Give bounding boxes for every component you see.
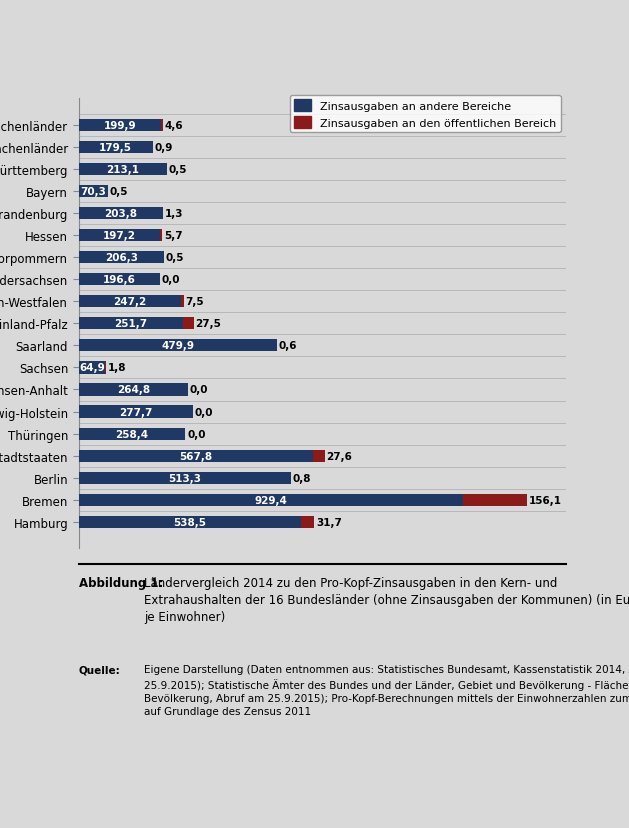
Bar — [161, 120, 163, 132]
Text: 479,9: 479,9 — [161, 341, 194, 351]
Text: 7,5: 7,5 — [186, 297, 204, 307]
Bar — [79, 472, 291, 484]
Text: 203,8: 203,8 — [104, 209, 137, 219]
Text: 513,3: 513,3 — [168, 473, 201, 483]
Bar — [79, 208, 163, 220]
Legend: Zinsausgaben an andere Bereiche, Zinsausgaben an den öffentlichen Bereich: Zinsausgaben an andere Bereiche, Zinsaus… — [290, 96, 560, 133]
Text: 199,9: 199,9 — [104, 121, 136, 131]
Bar — [181, 296, 184, 308]
Text: 70,3: 70,3 — [81, 187, 106, 197]
Text: 247,2: 247,2 — [113, 297, 147, 307]
Text: 0,5: 0,5 — [109, 187, 128, 197]
Bar — [301, 516, 314, 528]
Bar — [79, 120, 161, 132]
Text: 0,0: 0,0 — [190, 385, 208, 395]
Bar — [79, 450, 313, 462]
Text: 1,8: 1,8 — [108, 363, 126, 373]
Bar — [79, 494, 462, 506]
Bar — [79, 428, 186, 440]
Bar — [79, 142, 153, 154]
Bar — [79, 406, 193, 418]
Bar — [313, 450, 325, 462]
Text: 213,1: 213,1 — [106, 165, 139, 175]
Text: Quelle:: Quelle: — [79, 664, 120, 674]
Text: 197,2: 197,2 — [103, 231, 136, 241]
Text: 0,0: 0,0 — [195, 407, 213, 417]
Text: 196,6: 196,6 — [103, 275, 136, 285]
Text: 0,0: 0,0 — [187, 429, 206, 439]
Text: Ländervergleich 2014 zu den Pro-Kopf-Zinsausgaben in den Kern- und
Extrahaushalt: Ländervergleich 2014 zu den Pro-Kopf-Zin… — [145, 576, 629, 623]
Bar — [79, 296, 181, 308]
Text: 0,6: 0,6 — [279, 341, 298, 351]
Text: 27,6: 27,6 — [326, 451, 352, 461]
Text: 0,5: 0,5 — [169, 165, 187, 175]
Bar — [182, 318, 194, 330]
Bar — [79, 362, 106, 374]
Text: 64,9: 64,9 — [79, 363, 105, 373]
Text: 538,5: 538,5 — [174, 518, 206, 527]
Text: 277,7: 277,7 — [120, 407, 153, 417]
Text: 0,9: 0,9 — [155, 143, 173, 153]
Text: 156,1: 156,1 — [529, 495, 562, 505]
Text: 31,7: 31,7 — [316, 518, 342, 527]
Bar — [79, 318, 182, 330]
Text: 567,8: 567,8 — [179, 451, 213, 461]
Bar — [462, 494, 527, 506]
Text: 1,3: 1,3 — [165, 209, 184, 219]
Bar — [79, 274, 160, 286]
Text: 0,8: 0,8 — [292, 473, 311, 483]
Text: 0,0: 0,0 — [162, 275, 180, 285]
Bar — [79, 230, 160, 242]
Text: 264,8: 264,8 — [117, 385, 150, 395]
Text: Eigene Darstellung (Daten entnommen aus: Statistisches Bundesamt, Kassenstatisti: Eigene Darstellung (Daten entnommen aus:… — [145, 664, 629, 716]
Bar — [79, 252, 164, 264]
Bar — [79, 185, 108, 198]
Text: 0,5: 0,5 — [165, 253, 184, 263]
Bar — [160, 230, 162, 242]
Text: 5,7: 5,7 — [164, 231, 182, 241]
Text: 27,5: 27,5 — [196, 319, 221, 329]
Bar — [79, 164, 167, 176]
Bar — [79, 516, 301, 528]
Text: 929,4: 929,4 — [254, 495, 287, 505]
Text: 4,6: 4,6 — [165, 121, 184, 131]
Text: 206,3: 206,3 — [105, 253, 138, 263]
Text: 251,7: 251,7 — [114, 319, 147, 329]
Bar — [79, 340, 277, 352]
Text: 258,4: 258,4 — [116, 429, 148, 439]
Text: 179,5: 179,5 — [99, 143, 132, 153]
Bar — [79, 384, 188, 396]
Text: Abbildung 1:: Abbildung 1: — [79, 576, 163, 590]
